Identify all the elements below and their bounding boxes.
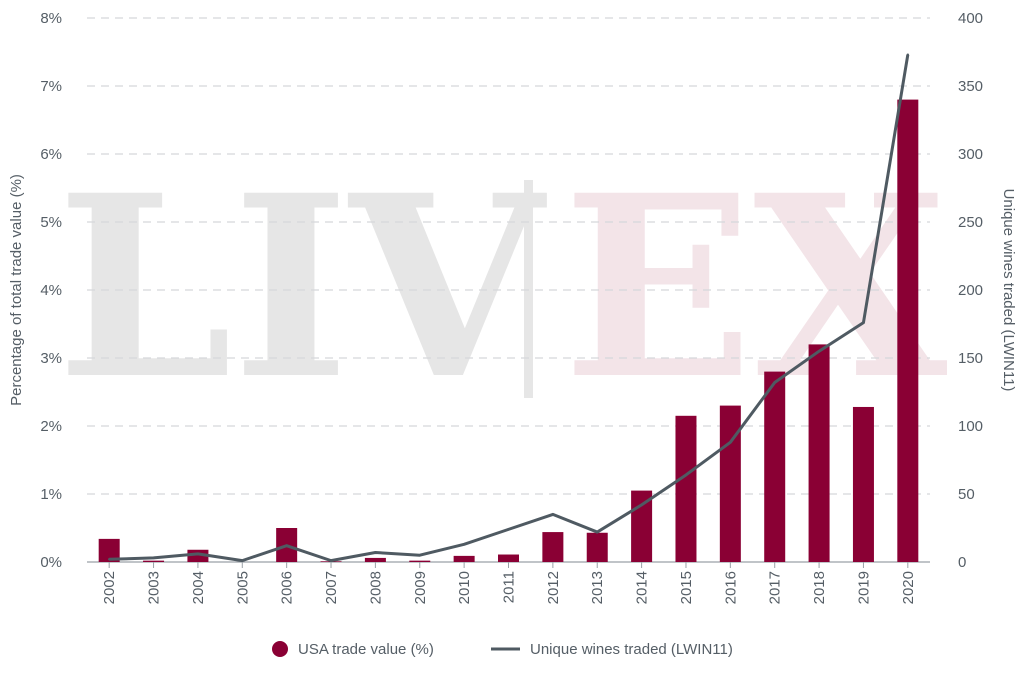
- legend: USA trade value (%) Unique wines traded …: [272, 641, 733, 658]
- x-tick-label: 2017: [767, 571, 784, 604]
- bar: [764, 371, 786, 562]
- x-tick-label: 2016: [722, 571, 739, 604]
- left-tick-label: 1%: [40, 486, 62, 503]
- line-point: [596, 530, 599, 534]
- left-tick-label: 8%: [40, 10, 62, 27]
- right-tick-label: 50: [958, 486, 975, 503]
- bar-series: [98, 99, 919, 562]
- line-point: [862, 321, 865, 324]
- line-point: [906, 53, 910, 56]
- line-point: [152, 556, 155, 560]
- right-tick-label: 200: [958, 282, 983, 299]
- line-point: [374, 551, 377, 554]
- bar: [586, 532, 608, 562]
- x-tick-label: 2004: [190, 571, 207, 604]
- bar: [364, 557, 386, 562]
- x-tick-label: 2012: [545, 571, 562, 604]
- line-series: [107, 53, 910, 563]
- left-tick-label: 2%: [40, 418, 62, 435]
- watermark-liv-text: LIV: [57, 140, 548, 434]
- legend-bar-marker: [272, 641, 288, 657]
- x-tick-label: 2009: [412, 571, 429, 604]
- left-tick-label: 0%: [40, 554, 62, 571]
- bar: [808, 344, 830, 562]
- watermark-divider: [524, 180, 533, 398]
- legend-bar-label: USA trade value (%): [298, 641, 434, 658]
- watermark-ex-text: EX: [563, 140, 948, 434]
- right-tick-label: 300: [958, 146, 983, 163]
- bar: [897, 99, 919, 562]
- x-tick-label: 2015: [678, 571, 695, 604]
- x-tick-label: 2018: [811, 571, 828, 604]
- right-tick-label: 0: [958, 554, 966, 571]
- right-tick-label: 250: [958, 214, 983, 231]
- bar: [542, 532, 564, 562]
- x-tick-label: 2014: [634, 571, 651, 604]
- x-tick-label: 2007: [323, 571, 340, 604]
- x-tick-label: 2013: [589, 571, 606, 604]
- line-point: [817, 350, 821, 353]
- line-point: [285, 544, 288, 547]
- right-tick-label: 400: [958, 10, 983, 27]
- gridlines: [87, 17, 930, 563]
- line-point: [773, 381, 776, 384]
- x-tick-label: 2019: [855, 571, 872, 604]
- right-axis-title: Unique wines traded (LWIN11): [1000, 189, 1017, 392]
- x-tick-label: 2011: [501, 571, 518, 603]
- line-point: [329, 559, 333, 562]
- line-point: [551, 513, 555, 516]
- left-tick-label: 6%: [40, 146, 62, 163]
- legend-line-label: Unique wines traded (LWIN11): [530, 641, 733, 658]
- x-tick-label: 2020: [900, 571, 917, 604]
- line-point: [462, 543, 466, 546]
- left-tick-label: 3%: [40, 350, 62, 367]
- x-tick-label: 2002: [101, 571, 118, 604]
- bar: [453, 555, 475, 562]
- x-tick-label: 2005: [234, 571, 251, 604]
- line-point: [418, 554, 421, 557]
- line-point: [640, 503, 643, 507]
- x-tick-label: 2008: [367, 571, 384, 604]
- left-axis-ticks: 0% 1% 2% 3% 4% 5% 6% 7% 8%: [40, 10, 62, 571]
- bar: [498, 554, 519, 562]
- line-point: [241, 559, 244, 562]
- right-tick-label: 350: [958, 78, 983, 95]
- bar: [852, 406, 874, 562]
- bar: [675, 415, 697, 562]
- left-tick-label: 7%: [40, 78, 62, 95]
- x-axis-ticks: 2002 2003 2004 2005 2006 2007 2008 2009 2010 2011…: [101, 562, 917, 604]
- x-tick-label: 2010: [456, 571, 473, 604]
- x-tick-label: 2003: [146, 571, 163, 604]
- line-point: [507, 528, 510, 531]
- line-point: [684, 473, 688, 477]
- bar: [719, 405, 741, 562]
- liv-ex-watermark: LIV EX: [57, 140, 948, 434]
- right-tick-label: 100: [958, 418, 983, 435]
- line-point: [729, 441, 732, 444]
- bar: [409, 560, 431, 562]
- bar: [98, 538, 120, 562]
- left-tick-label: 5%: [40, 214, 62, 231]
- left-tick-label: 4%: [40, 282, 62, 299]
- right-tick-label: 150: [958, 350, 983, 367]
- right-axis-ticks: 0 50 100 150 200 250 300 350 400: [958, 10, 983, 571]
- line-point: [107, 558, 111, 561]
- line-point: [196, 552, 200, 556]
- bar: [143, 560, 165, 562]
- left-axis-title: Percentage of total trade value (%): [8, 174, 25, 406]
- x-tick-label: 2006: [279, 571, 296, 604]
